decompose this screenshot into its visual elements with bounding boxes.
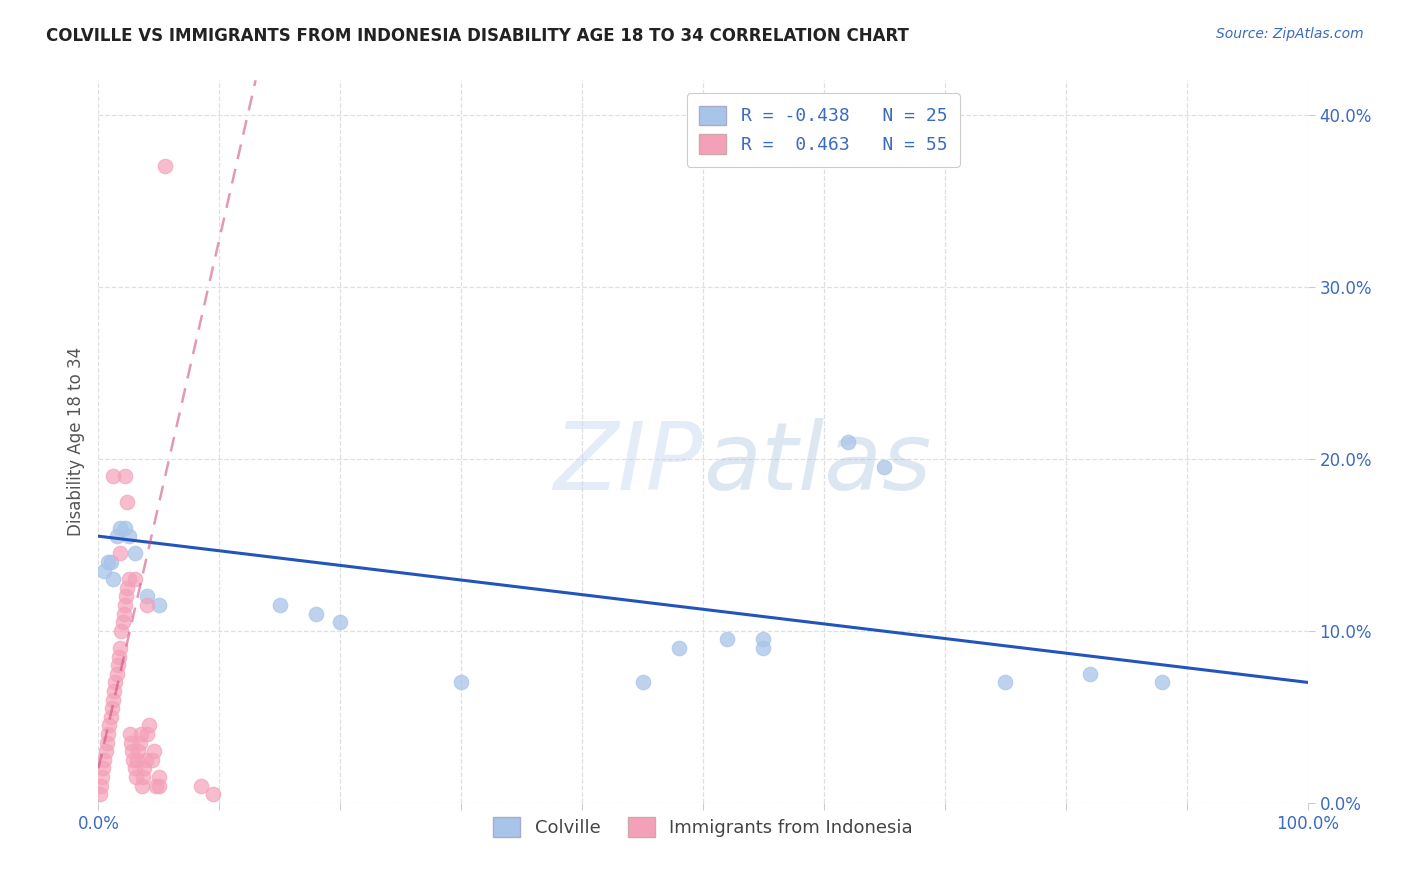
Point	[135, 727, 157, 741]
Point	[141, 753, 163, 767]
Point	[202, 787, 225, 801]
Point	[837, 434, 859, 449]
Legend: Colville, Immigrants from Indonesia: Colville, Immigrants from Indonesia	[486, 810, 920, 845]
Point	[135, 753, 157, 767]
Point	[100, 555, 122, 569]
Point	[329, 615, 352, 630]
Point	[127, 744, 149, 758]
Point	[104, 675, 127, 690]
Point	[134, 761, 156, 775]
Point	[128, 735, 150, 749]
Point	[118, 572, 141, 586]
Point	[450, 675, 472, 690]
Point	[97, 727, 120, 741]
Point	[752, 632, 775, 647]
Point	[112, 607, 135, 621]
Point	[111, 615, 134, 630]
Point	[120, 735, 142, 749]
Point	[118, 529, 141, 543]
Point	[97, 555, 120, 569]
Y-axis label: Disability Age 18 to 34: Disability Age 18 to 34	[66, 347, 84, 536]
Point	[100, 710, 122, 724]
Point	[101, 572, 124, 586]
Point	[305, 607, 328, 621]
Point	[93, 753, 115, 767]
Point	[108, 546, 131, 560]
Point	[143, 744, 166, 758]
Point	[129, 727, 152, 741]
Point	[114, 520, 136, 534]
Point	[631, 675, 654, 690]
Point	[716, 632, 738, 647]
Text: ZIP: ZIP	[554, 417, 703, 508]
Point	[148, 770, 170, 784]
Point	[135, 598, 157, 612]
Point	[873, 460, 896, 475]
Point	[135, 590, 157, 604]
Point	[105, 529, 128, 543]
Point	[114, 598, 136, 612]
Point	[269, 598, 291, 612]
Point	[96, 735, 118, 749]
Point	[107, 658, 129, 673]
Point	[124, 572, 146, 586]
Point	[132, 770, 155, 784]
Point	[124, 761, 146, 775]
Point	[101, 469, 124, 483]
Point	[124, 546, 146, 560]
Point	[94, 744, 117, 758]
Point	[101, 692, 124, 706]
Point	[148, 598, 170, 612]
Point	[89, 787, 111, 801]
Point	[100, 701, 122, 715]
Point	[131, 779, 153, 793]
Point	[103, 684, 125, 698]
Text: COLVILLE VS IMMIGRANTS FROM INDONESIA DISABILITY AGE 18 TO 34 CORRELATION CHART: COLVILLE VS IMMIGRANTS FROM INDONESIA DI…	[46, 27, 910, 45]
Point	[153, 159, 176, 173]
Point	[118, 727, 141, 741]
Point	[122, 753, 145, 767]
Point	[190, 779, 212, 793]
Point	[138, 718, 160, 732]
Point	[148, 779, 170, 793]
Point	[114, 469, 136, 483]
Point	[994, 675, 1017, 690]
Point	[91, 770, 114, 784]
Point	[117, 581, 139, 595]
Text: Source: ZipAtlas.com: Source: ZipAtlas.com	[1216, 27, 1364, 41]
Point	[127, 753, 149, 767]
Point	[105, 666, 128, 681]
Point	[108, 649, 131, 664]
Point	[121, 744, 143, 758]
Point	[1078, 666, 1101, 681]
Point	[145, 779, 167, 793]
Point	[93, 564, 115, 578]
Text: atlas: atlas	[703, 417, 931, 508]
Point	[110, 624, 132, 638]
Point	[752, 640, 775, 655]
Point	[117, 494, 139, 508]
Point	[668, 640, 690, 655]
Point	[108, 640, 131, 655]
Point	[98, 718, 121, 732]
Point	[91, 761, 114, 775]
Point	[108, 520, 131, 534]
Point	[1152, 675, 1174, 690]
Point	[125, 770, 148, 784]
Point	[115, 590, 138, 604]
Point	[90, 779, 112, 793]
